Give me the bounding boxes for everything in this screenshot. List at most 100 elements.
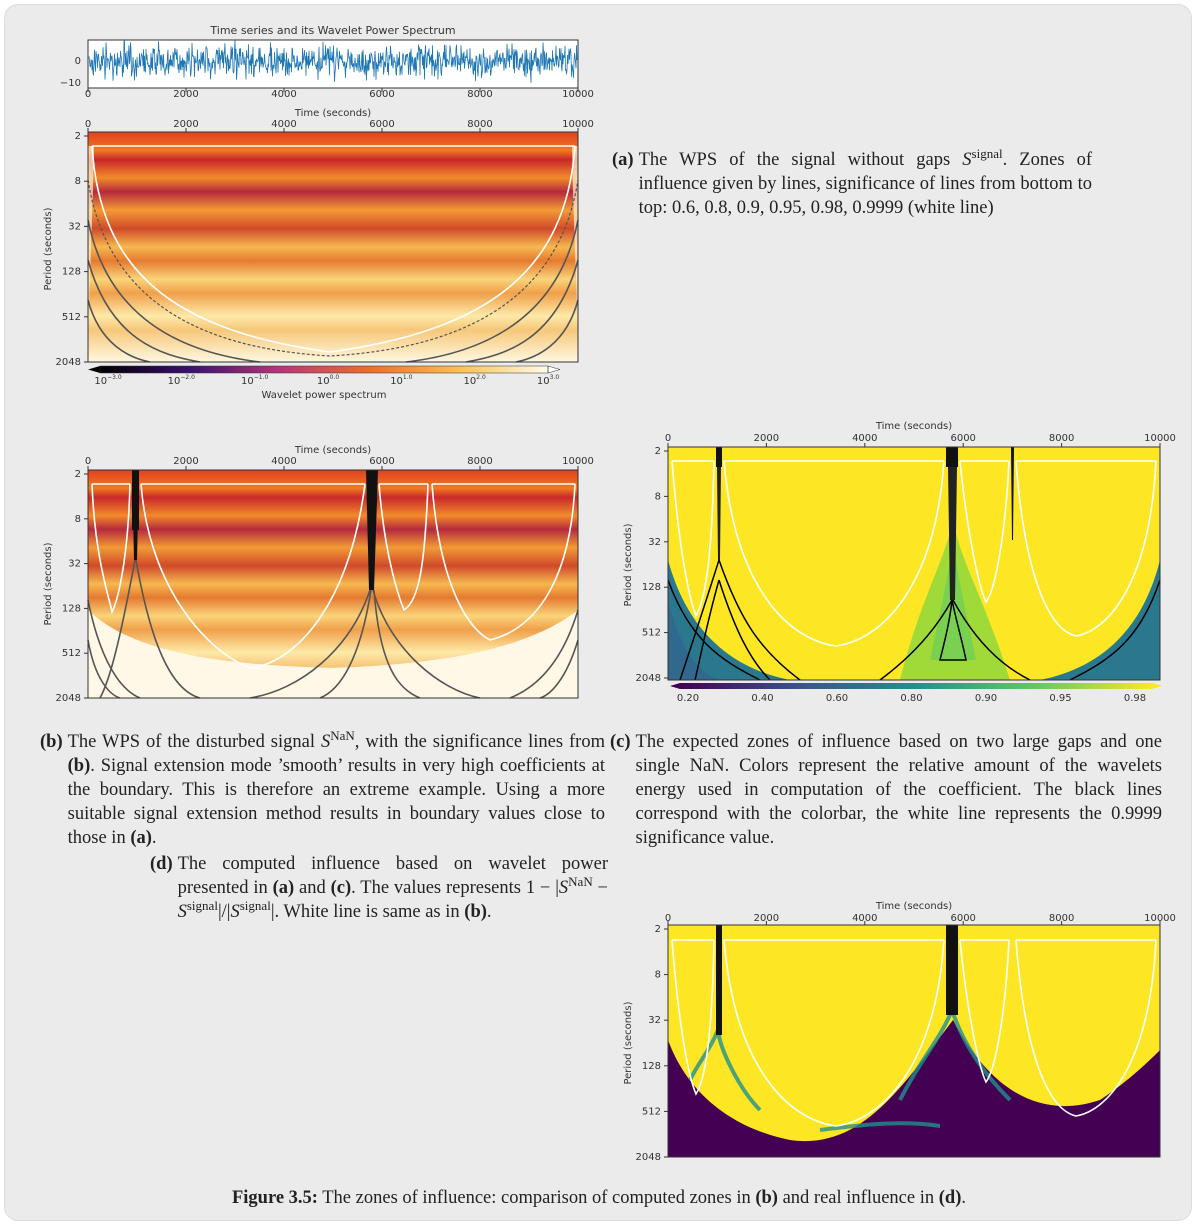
symbol: S [962,150,971,170]
y-tick-label: 8 [655,970,661,981]
exponent: −3.0 [107,374,122,381]
caption-body: The expected zones of influence based on… [636,730,1162,850]
y-axis-label: Period (seconds) [43,542,54,625]
superscript: NaN [568,874,593,889]
y-tick-label: 512 [62,312,81,323]
colorbar-tick-label: 0.90 [975,693,997,704]
wps-a [88,132,578,373]
reference: (a) [130,828,152,848]
reference: (d) [939,1188,962,1208]
y-tick-label: 2048 [56,693,81,704]
exponent: −1.0 [254,374,269,381]
colorbar-tick-label: 0.60 [826,693,848,704]
y-tick-label: 512 [62,648,81,659]
caption-a: (a) The WPS of the signal without gaps S… [612,148,1092,220]
exponent: 0.0 [330,374,340,381]
x-tick-label: 2000 [173,456,198,467]
caption-label: (d) [150,852,173,924]
y-tick-label: −10 [60,78,81,89]
base: 10 [537,376,550,387]
symbol: S [321,732,330,752]
influence-d [668,925,1160,1157]
x-tick-label: 6000 [369,456,394,467]
x-tick-label: 8000 [467,456,492,467]
exponent: 2.0 [476,374,486,381]
reference: (b) [464,902,487,922]
colorbar-tick-label: 10−3.0 [94,374,121,388]
figure-caption: Figure 3.5: The zones of influence: comp… [0,1188,1198,1209]
colorbar-tick-label: 0.40 [751,693,773,704]
base: 10 [317,376,330,387]
reference: (b) [68,756,91,776]
x-tick-label: 2000 [754,433,779,444]
y-tick-label: 32 [648,1015,661,1026]
caption-text: . [487,902,492,922]
y-axis-label: Period (seconds) [623,523,634,606]
x-tick-label: 10000 [562,456,594,467]
y-tick-label: 2 [75,469,81,480]
superscript: signal [240,898,271,913]
caption-d: (d) The computed influence based on wave… [150,852,608,924]
y-tick-label: 128 [62,603,81,614]
superscript: signal [972,146,1003,161]
caption-text: . The values represents 1 − | [351,878,559,898]
base: 10 [94,376,107,387]
caption-text: The WPS of the disturbed signal [68,732,321,752]
base: 10 [464,376,477,387]
superscript: signal [187,898,218,913]
colorbar-tick-label: 0.98 [1124,693,1146,704]
caption-text: . [961,1188,966,1208]
x-tick-label: 0 [85,456,91,467]
y-tick-label: 2 [75,131,81,142]
y-tick-label: 8 [655,491,661,502]
y-tick-label: 2048 [56,357,81,368]
base: 10 [168,376,181,387]
caption-text: The WPS of the signal without gaps [639,150,963,170]
y-tick-label: 32 [648,537,661,548]
x-tick-label: 6000 [950,433,975,444]
reference: (c) [331,878,352,898]
x-tick-label: 0 [665,433,671,444]
x-tick-label: 4000 [852,433,877,444]
zones-c [668,447,1162,689]
caption-label: (c) [610,730,631,850]
x-tick-label: 10000 [1144,433,1176,444]
caption-text: The zones of influence: comparison of co… [318,1188,755,1208]
caption-text: The expected zones of influence based on… [636,732,1162,848]
exponent: −2.0 [180,374,195,381]
exponent: 3.0 [550,374,560,381]
colorbar-tick-label: 100.0 [317,374,339,388]
caption-label: (b) [40,730,63,850]
colorbar-tick-label: 103.0 [537,374,559,388]
caption-text: |. White line is same as in [271,902,464,922]
caption-text: |/| [218,902,231,922]
caption-b: (b) The WPS of the disturbed signal SNaN… [40,730,605,850]
superscript: NaN [330,728,355,743]
colorbar-tick-label: 0.20 [677,693,699,704]
y-tick-label: 128 [642,582,661,593]
colorbar-label: Wavelet power spectrum [262,390,387,401]
caption-label: (a) [612,148,634,220]
colorbar-tick-label: 0.80 [900,693,922,704]
x-axis-label: Time (seconds) [875,421,952,432]
wps-b [88,470,578,698]
y-tick-label: 2048 [636,673,661,684]
caption-text: and [294,878,330,898]
y-tick-label: 8 [75,176,81,187]
exponent: 1.0 [403,374,413,381]
y-tick-label: 32 [68,221,81,232]
caption-body: The WPS of the disturbed signal SNaN, wi… [68,730,605,850]
y-tick-label: 512 [642,1106,661,1117]
caption-text: − [593,878,608,898]
symbol: S [231,902,240,922]
caption-text: and real influence in [778,1188,939,1208]
y-tick-label: 32 [68,559,81,570]
colorbar-tick-label: 102.0 [464,374,486,388]
chart-title: Time series and its Wavelet Power Spectr… [209,24,455,37]
reference: (a) [273,878,295,898]
y-tick-label: 8 [75,514,81,525]
colorbar-tick-label: 0.95 [1049,693,1071,704]
y-tick-label: 128 [642,1061,661,1072]
figure-label: Figure 3.5: [232,1188,318,1208]
x-axis-label: Time (seconds) [294,445,371,456]
